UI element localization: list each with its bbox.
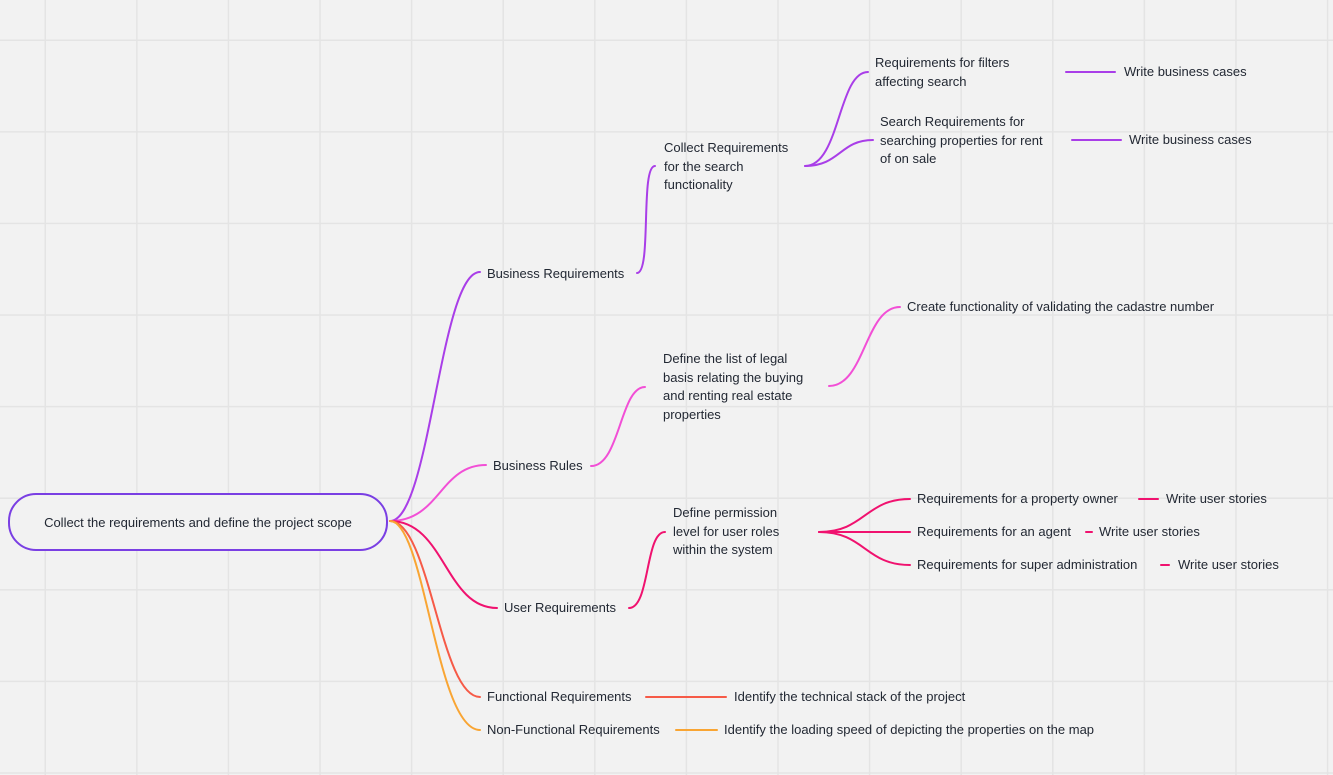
connector-root-business-requirements	[389, 271, 481, 522]
node-label-line: basis relating the buying	[663, 369, 804, 385]
node-label-line: searching properties for rent	[880, 132, 1043, 148]
node-label-line: properties	[663, 406, 721, 422]
node-agent-requirements[interactable]: Requirements for an agent	[917, 523, 1071, 542]
node-label: Write business cases	[1124, 64, 1247, 79]
node-super-admin-requirements[interactable]: Requirements for super administration	[917, 556, 1137, 575]
node-owner-requirements[interactable]: Requirements for a property owner	[917, 490, 1118, 509]
node-business-requirements[interactable]: Business Requirements	[487, 265, 624, 284]
node-label: Write user stories	[1166, 491, 1267, 506]
node-functional-requirements[interactable]: Functional Requirements	[487, 688, 632, 707]
node-label-line: of on sale	[880, 151, 937, 166]
root-node-label: Collect the requirements and define the …	[44, 514, 352, 530]
node-user-requirements[interactable]: User Requirements	[504, 599, 616, 618]
connector-collect-filters	[804, 71, 869, 167]
connector-user-req-permissions	[628, 531, 666, 609]
node-non-functional-requirements[interactable]: Non-Functional Requirements	[487, 721, 660, 740]
node-label: Functional Requirements	[487, 689, 632, 704]
connector-permissions-owner	[818, 498, 911, 533]
connector-legal-cadastre	[828, 306, 901, 387]
root-node[interactable]: Collect the requirements and define the …	[8, 493, 388, 551]
node-search-requirements[interactable]: Search Requirements for searching proper…	[880, 113, 1043, 169]
node-permission-levels[interactable]: Define permission level for user roles w…	[673, 504, 779, 560]
node-label: Requirements for an agent	[917, 524, 1071, 539]
node-label: Requirements for a property owner	[917, 491, 1118, 506]
node-loading-speed[interactable]: Identify the loading speed of depicting …	[724, 721, 1094, 740]
connector-root-user-requirements	[389, 520, 498, 609]
node-technical-stack[interactable]: Identify the technical stack of the proj…	[734, 688, 965, 707]
node-label-line: affecting search	[875, 73, 967, 89]
node-label: Write user stories	[1099, 524, 1200, 539]
node-legal-basis[interactable]: Define the list of legal basis relating …	[663, 350, 803, 424]
connector-root-business-rules	[389, 464, 487, 522]
node-label: Write user stories	[1178, 557, 1279, 572]
node-label-line: Define the list of legal	[663, 351, 788, 366]
connector-root-non-functional-requirements	[389, 520, 481, 731]
node-label-line: level for user roles	[673, 523, 780, 539]
connector-business-rules-legal	[590, 386, 646, 467]
node-label: Business Rules	[493, 458, 583, 473]
node-label-line: Search Requirements for	[880, 114, 1025, 129]
node-label: Requirements for super administration	[917, 557, 1138, 572]
node-label: Write business cases	[1129, 132, 1252, 147]
node-label-line: for the search	[664, 158, 744, 174]
node-label: Non-Functional Requirements	[487, 722, 660, 737]
node-label: Identify the technical stack of the proj…	[734, 689, 966, 704]
node-write-business-cases-filters[interactable]: Write business cases	[1124, 63, 1247, 82]
connector-permissions-super	[818, 531, 911, 566]
node-label-line: functionality	[664, 177, 733, 192]
node-label-line: Collect Requirements	[664, 140, 789, 155]
node-business-rules[interactable]: Business Rules	[493, 457, 583, 476]
node-cadastre-validation[interactable]: Create functionality of validating the c…	[907, 298, 1214, 317]
node-label: User Requirements	[504, 600, 616, 615]
node-label-line: Requirements for filters	[875, 55, 1010, 70]
node-label-line: and renting real estate	[663, 388, 793, 403]
connector-business-req-collect	[636, 165, 656, 274]
connector-collect-search	[804, 139, 874, 167]
node-write-business-cases-search[interactable]: Write business cases	[1129, 131, 1252, 150]
node-write-user-stories-super-admin[interactable]: Write user stories	[1178, 556, 1279, 575]
node-label-line: within the system	[673, 542, 773, 557]
node-label: Identify the loading speed of depicting …	[724, 722, 1095, 737]
node-label: Create functionality of validating the c…	[907, 299, 1215, 314]
node-write-user-stories-agent[interactable]: Write user stories	[1099, 523, 1200, 542]
node-label: Business Requirements	[487, 266, 625, 281]
connector-root-functional-requirements	[389, 520, 481, 698]
node-write-user-stories-owner[interactable]: Write user stories	[1166, 490, 1267, 509]
node-label-line: Define permission	[673, 505, 778, 520]
node-filters-requirements[interactable]: Requirements for filters affecting searc…	[875, 54, 1009, 91]
node-collect-search-requirements[interactable]: Collect Requirements for the search func…	[664, 139, 788, 195]
